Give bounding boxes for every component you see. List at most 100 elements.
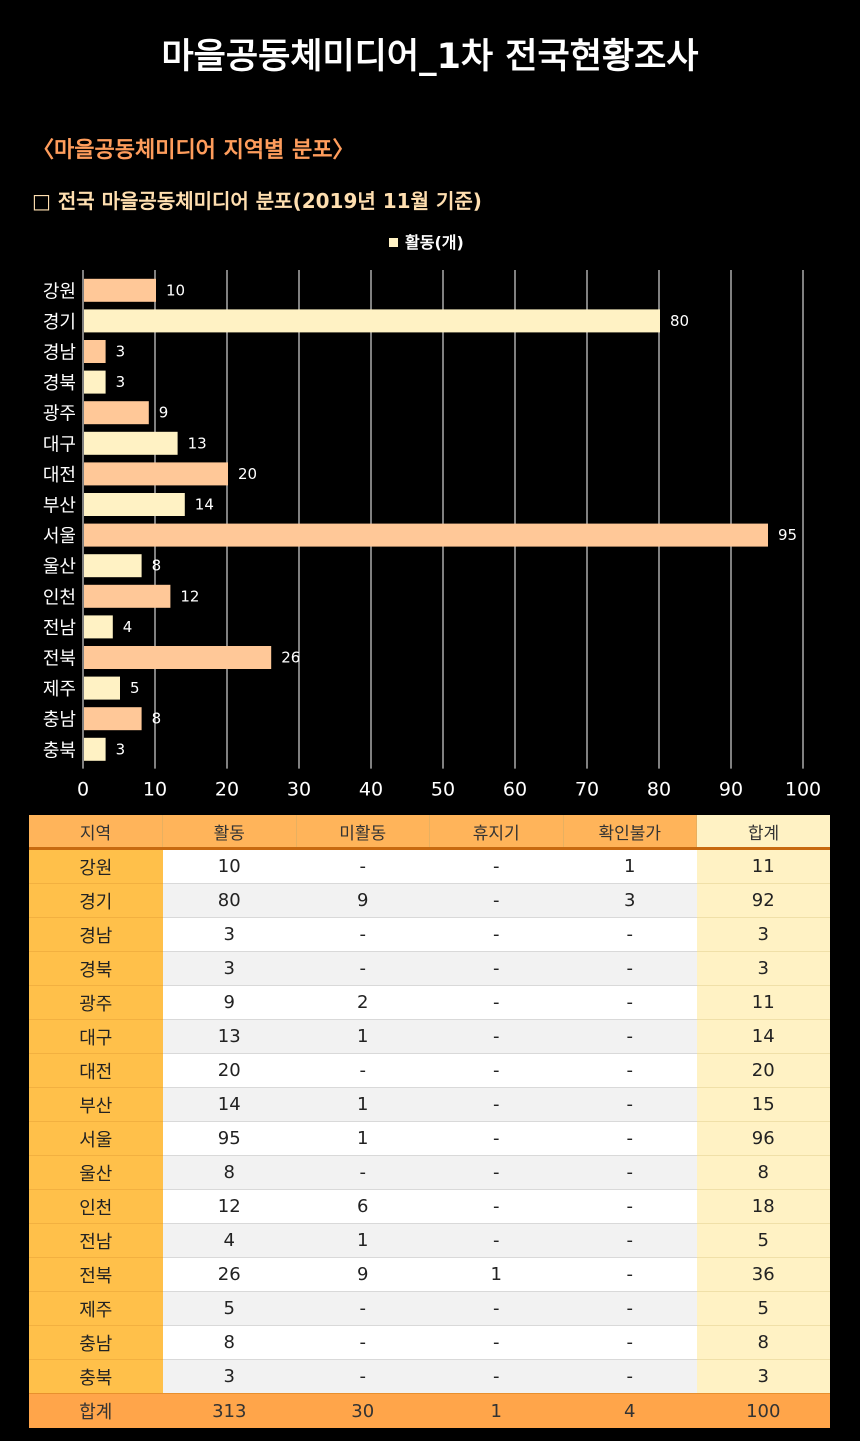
bar-value-label: 3 xyxy=(116,373,126,391)
bar xyxy=(84,309,660,333)
table-row: 충남 8- - -8 xyxy=(29,1325,830,1360)
x-tick-label: 30 xyxy=(287,779,311,800)
table-cell: - xyxy=(429,1155,563,1190)
table-cell: - xyxy=(563,1291,697,1326)
table-cell: 20 xyxy=(162,1053,296,1088)
table-cell-region: 서울 xyxy=(29,1121,163,1156)
table-row: 제주 5- - -5 xyxy=(29,1291,830,1326)
table-cell: - xyxy=(563,951,697,986)
y-category-label: 울산 xyxy=(43,557,76,578)
header-active: 활동 xyxy=(162,815,297,850)
table-cell: 8 xyxy=(162,1325,296,1360)
header-pause: 휴지기 xyxy=(429,815,564,850)
bar-value-label: 3 xyxy=(116,740,126,758)
legend-label: 활동(개) xyxy=(405,233,464,252)
table-row: 강원 10- -1 11 xyxy=(29,848,830,884)
table-cell: - xyxy=(563,1189,697,1224)
bar-value-label: 4 xyxy=(123,618,133,636)
y-category-label: 부산 xyxy=(43,496,76,517)
bar-value-label: 9 xyxy=(159,404,169,422)
bar-value-label: 14 xyxy=(195,496,214,514)
x-tick-label: 20 xyxy=(215,779,239,800)
y-category-label: 경기 xyxy=(43,312,76,333)
table-cell: - xyxy=(429,1223,563,1258)
bar xyxy=(84,554,142,578)
table-cell: - xyxy=(563,1087,697,1122)
table-cell-region: 경기 xyxy=(29,883,163,918)
table-cell: - xyxy=(429,917,563,952)
table-cell: 9 xyxy=(296,1257,430,1292)
table-row: 대전 20- - -20 xyxy=(29,1053,830,1088)
y-category-label: 경남 xyxy=(43,343,76,364)
table-cell: - xyxy=(563,1019,697,1054)
table-cell: 8 xyxy=(162,1155,296,1190)
x-tick-label: 90 xyxy=(719,779,743,800)
data-table: 지역 활동 미활동 휴지기 확인불가 합계 강원 10- -1 11 경기 80 9-3 92… xyxy=(29,815,830,1428)
y-category-label: 충북 xyxy=(43,740,76,761)
x-tick-label: 70 xyxy=(575,779,599,800)
bar-value-label: 8 xyxy=(152,557,162,575)
table-cell-total: 11 xyxy=(696,985,830,1020)
bar xyxy=(84,707,142,731)
legend-swatch xyxy=(389,238,398,247)
table-cell: - xyxy=(429,1053,563,1088)
table-total-cell: 313 xyxy=(162,1393,296,1428)
bar-value-label: 80 xyxy=(670,312,689,330)
table-cell-region: 부산 xyxy=(29,1087,163,1122)
table-cell: - xyxy=(429,1325,563,1360)
table-cell: 13 xyxy=(162,1019,296,1054)
table-cell-total: 92 xyxy=(696,883,830,918)
table-cell: - xyxy=(563,1121,697,1156)
table-cell: - xyxy=(563,917,697,952)
table-cell: 1 xyxy=(296,1019,430,1054)
table-cell-region: 제주 xyxy=(29,1291,163,1326)
table-total-cell: 1 xyxy=(429,1393,563,1428)
table-row: 경기 80 9-3 92 xyxy=(29,883,830,918)
table-row: 울산 8- - -8 xyxy=(29,1155,830,1190)
table-cell-region: 충북 xyxy=(29,1359,163,1394)
table-cell: - xyxy=(429,1359,563,1394)
table-cell: 1 xyxy=(296,1121,430,1156)
y-category-label: 광주 xyxy=(43,404,76,425)
bar xyxy=(84,676,120,700)
table-cell-total: 96 xyxy=(696,1121,830,1156)
table-cell: - xyxy=(429,1087,563,1122)
table-cell-total: 18 xyxy=(696,1189,830,1224)
table-total-cell: 30 xyxy=(296,1393,430,1428)
bar-value-label: 8 xyxy=(152,710,162,728)
table-cell: 3 xyxy=(162,1359,296,1394)
table-cell: 9 xyxy=(162,985,296,1020)
bar-value-label: 26 xyxy=(281,649,300,667)
table-cell: - xyxy=(429,1291,563,1326)
bar-value-label: 3 xyxy=(116,343,126,361)
table-cell: - xyxy=(296,917,430,952)
table-cell: - xyxy=(296,848,430,884)
table-total-cell: 4 xyxy=(563,1393,697,1428)
table-cell: 12 xyxy=(162,1189,296,1224)
table-cell: - xyxy=(429,985,563,1020)
table-row: 전남 4 1- -5 xyxy=(29,1223,830,1258)
table-row: 광주 9 2- -11 xyxy=(29,985,830,1020)
bar xyxy=(84,584,171,608)
table-cell: - xyxy=(296,951,430,986)
table-header-row: 지역 활동 미활동 휴지기 확인불가 합계 xyxy=(29,815,830,850)
table-row: 서울 95 1- -96 xyxy=(29,1121,830,1156)
table-cell-total: 3 xyxy=(696,917,830,952)
table-cell-region: 대전 xyxy=(29,1053,163,1088)
bar-value-label: 10 xyxy=(166,281,185,299)
y-category-label: 서울 xyxy=(43,526,76,547)
table-cell: - xyxy=(296,1053,430,1088)
header-total: 합계 xyxy=(696,815,830,850)
bar xyxy=(84,462,228,486)
table-row: 대구 13 1- -14 xyxy=(29,1019,830,1054)
table-cell: - xyxy=(429,1019,563,1054)
bar xyxy=(84,615,113,639)
table-cell: - xyxy=(563,1053,697,1088)
bar-chart: 활동(개) 0 10 20 30 40 50 60 70 80 90 100 강원 10 경기 80 경남 3 경북… xyxy=(43,233,821,800)
table-cell: - xyxy=(429,951,563,986)
table-cell: 9 xyxy=(296,883,430,918)
table-cell-total: 36 xyxy=(696,1257,830,1292)
table-cell: - xyxy=(429,1121,563,1156)
bar xyxy=(84,340,106,363)
header-region: 지역 xyxy=(29,815,163,850)
